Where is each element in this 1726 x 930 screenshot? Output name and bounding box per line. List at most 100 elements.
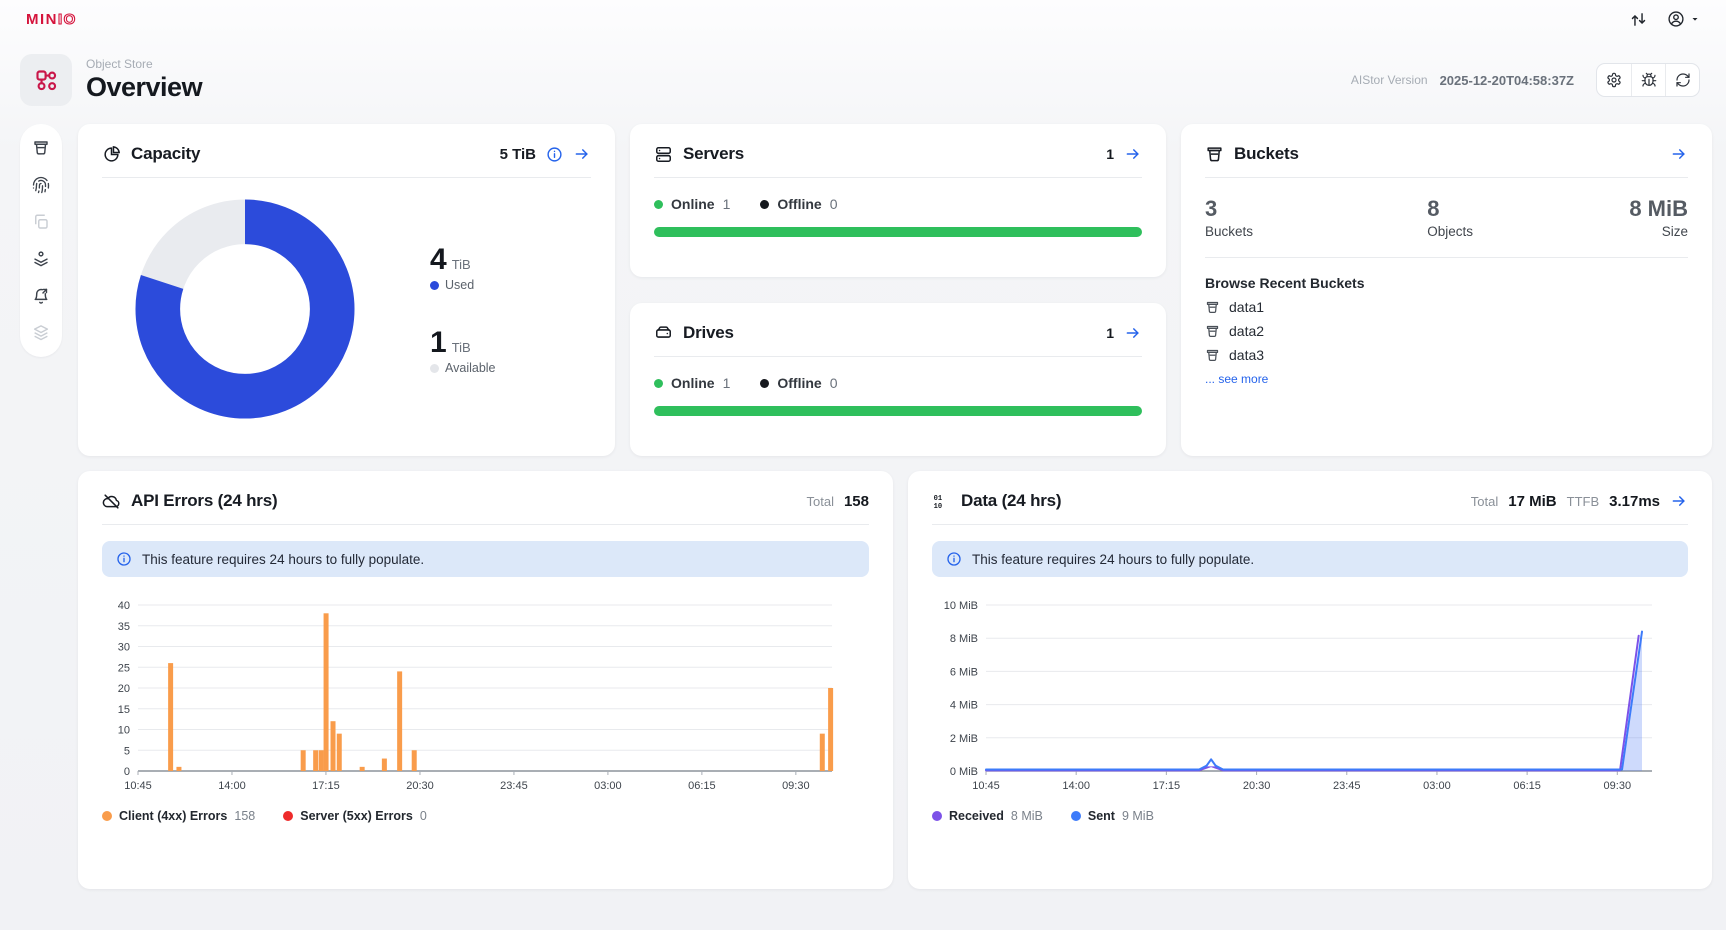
drives-title: Drives: [683, 323, 734, 343]
buckets-stat-buckets: 3 Buckets: [1205, 196, 1427, 239]
buckets-title: Buckets: [1234, 144, 1299, 164]
fingerprint-icon: [32, 176, 50, 194]
capacity-donut-chart: [134, 198, 356, 420]
capacity-title: Capacity: [131, 144, 200, 164]
svg-text:23:45: 23:45: [500, 780, 528, 792]
refresh-icon: [1675, 72, 1691, 88]
capacity-arrow-icon[interactable]: [573, 145, 591, 163]
svg-text:01: 01: [934, 494, 943, 502]
svg-text:10:45: 10:45: [124, 780, 152, 792]
svg-text:20: 20: [118, 683, 130, 695]
sidebar-item-tiering[interactable]: [32, 250, 50, 268]
version-value: 2025-12-20T04:58:37Z: [1440, 73, 1574, 88]
capacity-available-stat: 1TiB Available: [430, 326, 496, 375]
capacity-used-stat: 4TiB Used: [430, 243, 496, 292]
drives-offline-status: Offline0: [760, 375, 837, 391]
svg-text:06:15: 06:15: [688, 780, 716, 792]
topbar: MINIO: [0, 0, 1726, 38]
svg-text:14:00: 14:00: [218, 780, 246, 792]
svg-text:25: 25: [118, 662, 130, 674]
debug-button[interactable]: [1631, 64, 1665, 96]
layers-icon: [32, 324, 50, 342]
svg-text:10: 10: [934, 502, 943, 510]
bucket-icon: [1205, 324, 1220, 339]
sidebar-item-identity[interactable]: [32, 176, 50, 194]
api-errors-notice: This feature requires 24 hours to fully …: [102, 541, 869, 577]
svg-text:20:30: 20:30: [406, 780, 434, 792]
api-errors-title: API Errors (24 hrs): [131, 491, 277, 511]
page-title: Overview: [86, 72, 202, 103]
info-icon: [116, 551, 132, 567]
capacity-card: Capacity 5 TiB 4TiB Us: [78, 124, 615, 456]
servers-count: 1: [1106, 146, 1114, 162]
api-total-value: 158: [844, 493, 869, 510]
svg-text:09:30: 09:30: [1604, 780, 1632, 792]
svg-text:0: 0: [124, 766, 130, 778]
info-icon: [946, 551, 962, 567]
sidebar-item-buckets[interactable]: [32, 139, 50, 157]
drives-online-status: Online1: [654, 375, 730, 391]
data-notice: This feature requires 24 hours to fully …: [932, 541, 1688, 577]
svg-text:23:45: 23:45: [1333, 780, 1361, 792]
svg-text:10:45: 10:45: [972, 780, 1000, 792]
copy-icon: [32, 213, 50, 231]
bucket-icon: [32, 139, 50, 157]
servers-offline-status: Offline0: [760, 196, 837, 212]
svg-text:4 MiB: 4 MiB: [950, 700, 978, 712]
bucket-list-item[interactable]: data3: [1205, 347, 1688, 363]
data-title: Data (24 hrs): [961, 491, 1061, 511]
bug-icon: [1641, 72, 1657, 88]
buckets-arrow-icon[interactable]: [1670, 145, 1688, 163]
available-dot: [430, 364, 439, 373]
ttfb-value: 3.17ms: [1609, 493, 1660, 510]
bucket-list-item[interactable]: data2: [1205, 323, 1688, 339]
data-line-chart: 0 MiB2 MiB4 MiB6 MiB8 MiB10 MiB10:4514:0…: [932, 595, 1688, 801]
gear-icon: [1606, 72, 1622, 88]
legend-sent: Sent 9 MiB: [1071, 809, 1154, 823]
cloud-off-icon: [102, 492, 121, 511]
sidebar-item-layers[interactable]: [32, 324, 50, 342]
refresh-button[interactable]: [1665, 64, 1699, 96]
legend-client-errors: Client (4xx) Errors 158: [102, 809, 255, 823]
svg-text:8 MiB: 8 MiB: [950, 633, 978, 645]
transfer-arrows-icon[interactable]: [1630, 11, 1647, 28]
svg-text:09:30: 09:30: [782, 780, 810, 792]
caret-down-icon: [1690, 14, 1700, 24]
sidebar-item-replication[interactable]: [32, 213, 50, 231]
legend-server-errors: Server (5xx) Errors 0: [283, 809, 427, 823]
minio-logo[interactable]: MINIO: [26, 11, 77, 28]
svg-text:03:00: 03:00: [1423, 780, 1451, 792]
buckets-card: Buckets 3 Buckets 8 Objects 8 Mi: [1181, 124, 1712, 456]
drives-arrow-icon[interactable]: [1124, 324, 1142, 342]
svg-text:17:15: 17:15: [1153, 780, 1181, 792]
api-total-label: Total: [807, 494, 834, 509]
browse-recent-buckets-title: Browse Recent Buckets: [1205, 275, 1688, 291]
svg-text:0 MiB: 0 MiB: [950, 766, 978, 778]
svg-text:06:15: 06:15: [1513, 780, 1541, 792]
see-more-link[interactable]: ... see more: [1205, 372, 1688, 386]
servers-health-bar: [654, 227, 1142, 237]
bell-arrow-icon: [32, 287, 50, 305]
header-actions: [1596, 63, 1700, 97]
settings-button[interactable]: [1597, 64, 1631, 96]
servers-icon: [654, 145, 673, 164]
buckets-stat-size: 8 MiB Size: [1629, 196, 1688, 239]
bucket-list-item[interactable]: data1: [1205, 299, 1688, 315]
svg-text:10: 10: [118, 725, 130, 737]
svg-text:40: 40: [118, 600, 130, 612]
data-arrow-icon[interactable]: [1670, 492, 1688, 510]
info-icon[interactable]: [546, 146, 563, 163]
sidebar-item-notifications[interactable]: [32, 287, 50, 305]
servers-arrow-icon[interactable]: [1124, 145, 1142, 163]
account-menu-button[interactable]: [1667, 10, 1700, 28]
drives-card: Drives 1 Online1 Offline0: [630, 303, 1166, 456]
api-errors-card: API Errors (24 hrs) Total 158 This featu…: [78, 471, 893, 889]
bucket-icon: [1205, 145, 1224, 164]
svg-text:17:15: 17:15: [312, 780, 340, 792]
bucket-icon: [1205, 300, 1220, 315]
buckets-stat-objects: 8 Objects: [1427, 196, 1629, 239]
svg-text:15: 15: [118, 704, 130, 716]
account-icon: [1667, 10, 1685, 28]
drives-count: 1: [1106, 325, 1114, 341]
data-total-label: Total: [1471, 494, 1498, 509]
